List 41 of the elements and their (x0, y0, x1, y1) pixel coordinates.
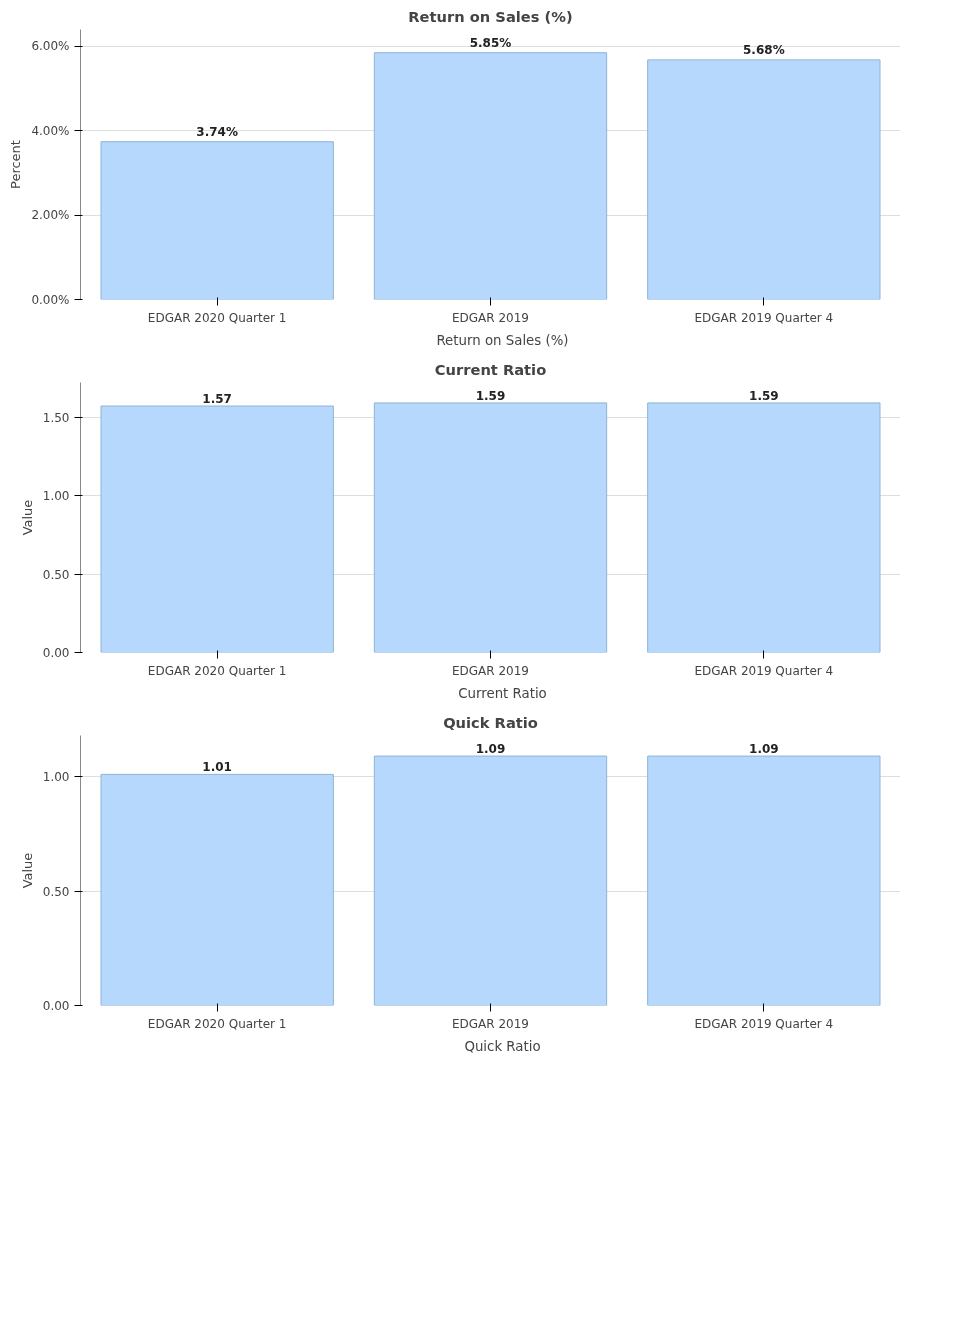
bar (100, 141, 334, 300)
x-tick-label: EDGAR 2020 Quarter 1 (147, 1016, 287, 1031)
y-tick-label: 4.00% (31, 123, 70, 138)
x-tick-label: EDGAR 2020 Quarter 1 (147, 663, 287, 678)
text: Return on Sales (%) (436, 332, 569, 348)
data-label: 1.59 (475, 388, 506, 403)
x-tick-label: EDGAR 2019 Quarter 4 (694, 310, 834, 325)
chart-title: Quick Ratio (443, 713, 538, 731)
bar (647, 59, 881, 300)
y-tick-label: 1.00 (42, 770, 70, 785)
x-tick-label: EDGAR 2019 (451, 310, 530, 325)
data-label: 5.85% (469, 35, 512, 50)
y-tick-label: 0.00 (42, 999, 70, 1013)
y-axis-title: Percent (8, 140, 24, 189)
text: Current Ratio (458, 685, 547, 701)
y-tick-label: 0.50 (42, 567, 70, 582)
data-label: 1.01 (202, 760, 232, 775)
y-tick-label: 1.00 (42, 489, 70, 504)
data-label: 1.09 (749, 742, 779, 757)
x-tick-label: EDGAR 2019 (451, 1016, 530, 1031)
chart-title: Current Ratio (434, 360, 547, 378)
data-label: 5.68% (743, 42, 785, 57)
x-tick-label: EDGAR 2019 Quarter 4 (694, 663, 834, 678)
y-tick-label: 0.00 (42, 646, 70, 660)
data-label: 1.57 (202, 392, 232, 407)
y-axis-title: Value (19, 499, 35, 536)
x-tick-label: EDGAR 2019 (451, 663, 530, 678)
y-tick-label: 0.00% (31, 292, 70, 307)
chart-title: Return on Sales (%) (408, 7, 573, 25)
bar (373, 52, 608, 300)
y-tick-label: 6.00% (31, 39, 70, 54)
y-tick-label: 0.50 (42, 884, 70, 899)
data-label: 3.74% (196, 124, 238, 139)
y-tick-label: 1.50 (42, 410, 70, 425)
text: Quick Ratio (464, 1038, 541, 1054)
data-label: 1.59 (749, 388, 779, 403)
x-tick-label: EDGAR 2019 Quarter 4 (694, 1016, 834, 1031)
x-tick-label: EDGAR 2020 Quarter 1 (147, 310, 287, 325)
data-label: 1.09 (475, 742, 506, 757)
y-axis-title: Value (19, 852, 35, 889)
y-tick-label: 2.00% (31, 208, 70, 223)
